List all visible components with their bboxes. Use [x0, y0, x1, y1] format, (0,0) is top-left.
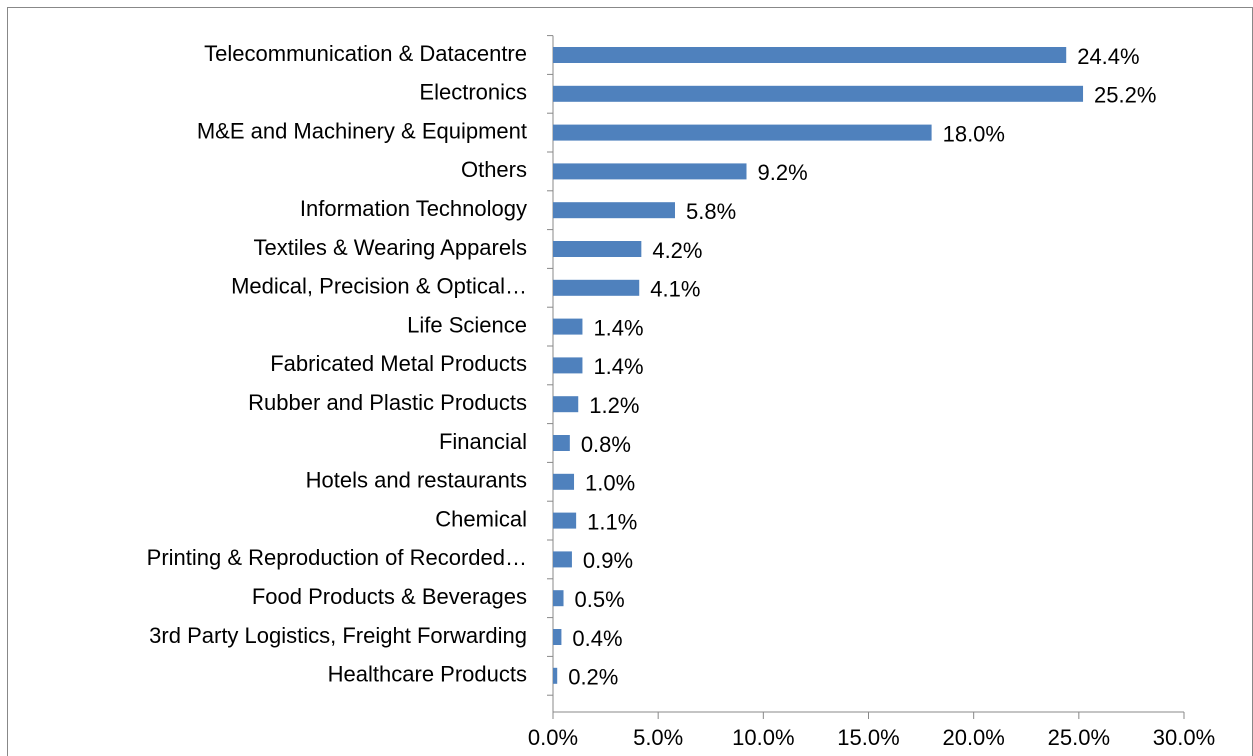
y-tick-label: Electronics: [419, 80, 527, 105]
value-label: 1.4%: [593, 315, 643, 340]
bar: [553, 629, 562, 645]
value-label: 4.1%: [650, 277, 700, 302]
bar: [553, 551, 572, 568]
bar: [553, 47, 1067, 63]
x-tick-label: 20.0%: [942, 725, 1004, 750]
x-tick-label: 15.0%: [837, 725, 899, 750]
y-tick-label: Others: [461, 157, 527, 182]
x-tick-label: 0.0%: [528, 725, 578, 750]
value-label: 1.4%: [593, 354, 643, 379]
value-label: 0.2%: [568, 665, 618, 690]
y-tick-label: Hotels and restaurants: [306, 468, 527, 493]
value-label: 18.0%: [943, 121, 1005, 146]
bar: [553, 590, 564, 607]
y-tick-label: Life Science: [407, 312, 527, 337]
value-label: 4.2%: [652, 238, 702, 263]
y-tick-label: M&E and Machinery & Equipment: [197, 118, 527, 143]
bar: [553, 279, 640, 296]
value-label: 25.2%: [1094, 83, 1156, 108]
bar: [553, 667, 558, 684]
bar: [553, 163, 747, 180]
y-tick-label: Telecommunication & Datacentre: [204, 41, 527, 66]
y-tick-label: Textiles & Wearing Apparels: [253, 235, 527, 260]
x-tick-label: 10.0%: [732, 725, 794, 750]
y-tick-label: Printing & Reproduction of Recorded…: [147, 545, 527, 570]
y-tick-label: Chemical: [435, 506, 527, 531]
x-tick-label: 25.0%: [1048, 725, 1110, 750]
bar: [553, 241, 642, 257]
value-label: 1.1%: [587, 509, 637, 534]
bar: [553, 124, 932, 141]
y-tick-label: Information Technology: [300, 196, 527, 221]
y-tick-label: Food Products & Beverages: [252, 584, 527, 609]
bar: [553, 435, 570, 451]
y-tick-label: Medical, Precision & Optical…: [231, 274, 527, 299]
value-label: 1.2%: [589, 393, 639, 418]
value-label: 1.0%: [585, 471, 635, 496]
y-tick-label: 3rd Party Logistics, Freight Forwarding: [149, 623, 527, 648]
value-label: 24.4%: [1077, 44, 1139, 69]
y-tick-label: Healthcare Products: [328, 662, 527, 687]
value-label: 0.8%: [581, 432, 631, 457]
x-tick-label: 30.0%: [1153, 725, 1215, 750]
bar: [553, 85, 1084, 102]
bar: [553, 357, 583, 374]
bar: [553, 202, 675, 219]
value-label: 0.9%: [583, 548, 633, 573]
value-label: 0.4%: [572, 626, 622, 651]
value-label: 5.8%: [686, 199, 736, 224]
x-tick-label: 5.0%: [633, 725, 683, 750]
value-label: 9.2%: [758, 160, 808, 185]
bar: [553, 473, 575, 490]
bar: [553, 512, 577, 529]
bar: [553, 318, 583, 335]
y-tick-label: Rubber and Plastic Products: [248, 390, 527, 415]
y-tick-label: Fabricated Metal Products: [270, 351, 527, 376]
bar: [553, 396, 579, 413]
y-tick-label: Financial: [439, 429, 527, 454]
value-label: 0.5%: [575, 587, 625, 612]
